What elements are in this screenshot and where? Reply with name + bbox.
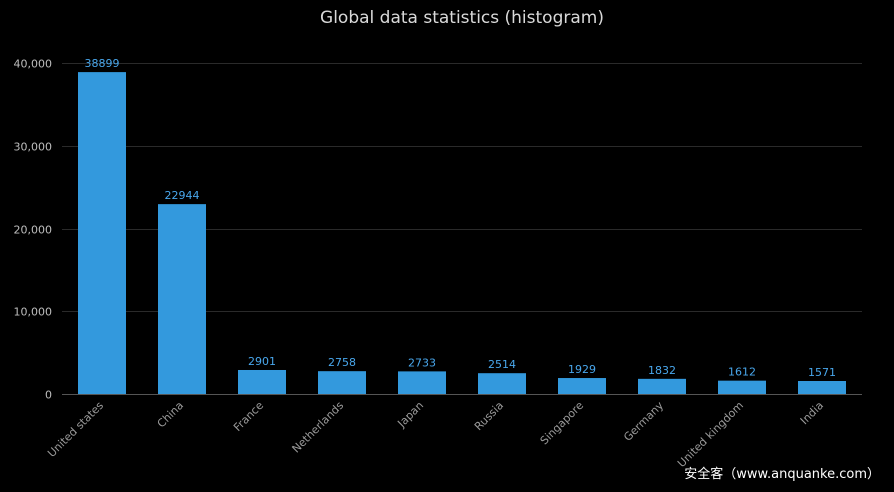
y-tick-label: 20,000 <box>14 224 53 237</box>
data-label: 2758 <box>328 356 356 369</box>
x-tick-label: Japan <box>395 399 427 431</box>
data-label: 1612 <box>728 366 756 379</box>
chart-title: Global data statistics (histogram) <box>320 8 604 28</box>
x-tick-label: China <box>155 399 186 430</box>
y-tick-label: 0 <box>45 389 52 402</box>
y-tick-label: 30,000 <box>14 141 53 154</box>
bar <box>798 380 846 394</box>
data-labels: 38899 22944 2901 2758 2733 2514 1929 1832 1612 15… <box>85 57 837 379</box>
x-tick-label: Germany <box>621 399 666 444</box>
bar <box>478 373 526 394</box>
bar <box>718 380 766 394</box>
x-tick-label: India <box>798 399 826 427</box>
bar <box>318 371 366 394</box>
bar <box>398 371 446 394</box>
data-label: 2733 <box>408 356 436 369</box>
bar <box>238 369 286 394</box>
y-tick-label: 10,000 <box>14 306 53 319</box>
bar <box>558 378 606 394</box>
bars <box>78 72 846 394</box>
data-label: 1571 <box>808 366 836 379</box>
data-label: 2901 <box>248 355 276 368</box>
x-tick-label: France <box>231 399 266 434</box>
x-tick-label: Russia <box>472 399 506 433</box>
data-label: 38899 <box>85 57 120 70</box>
bar <box>78 72 126 394</box>
y-tick-label: 40,000 <box>14 58 53 71</box>
y-axis-ticks: 0 10,000 20,000 30,000 40,000 <box>14 58 53 402</box>
x-tick-label: Singapore <box>538 399 587 448</box>
data-label: 1832 <box>648 364 676 377</box>
x-axis-ticks: United states China France Netherlands Japan… <box>45 399 826 470</box>
x-tick-label: United states <box>45 399 106 460</box>
bar <box>638 378 686 394</box>
data-label: 22944 <box>165 189 200 202</box>
watermark: 安全客（www.anquanke.com） <box>684 467 880 482</box>
x-tick-label: Netherlands <box>290 399 347 456</box>
data-label: 1929 <box>568 363 596 376</box>
data-label: 2514 <box>488 358 516 371</box>
x-tick-label: United kingdom <box>675 399 746 470</box>
bar <box>158 204 206 394</box>
